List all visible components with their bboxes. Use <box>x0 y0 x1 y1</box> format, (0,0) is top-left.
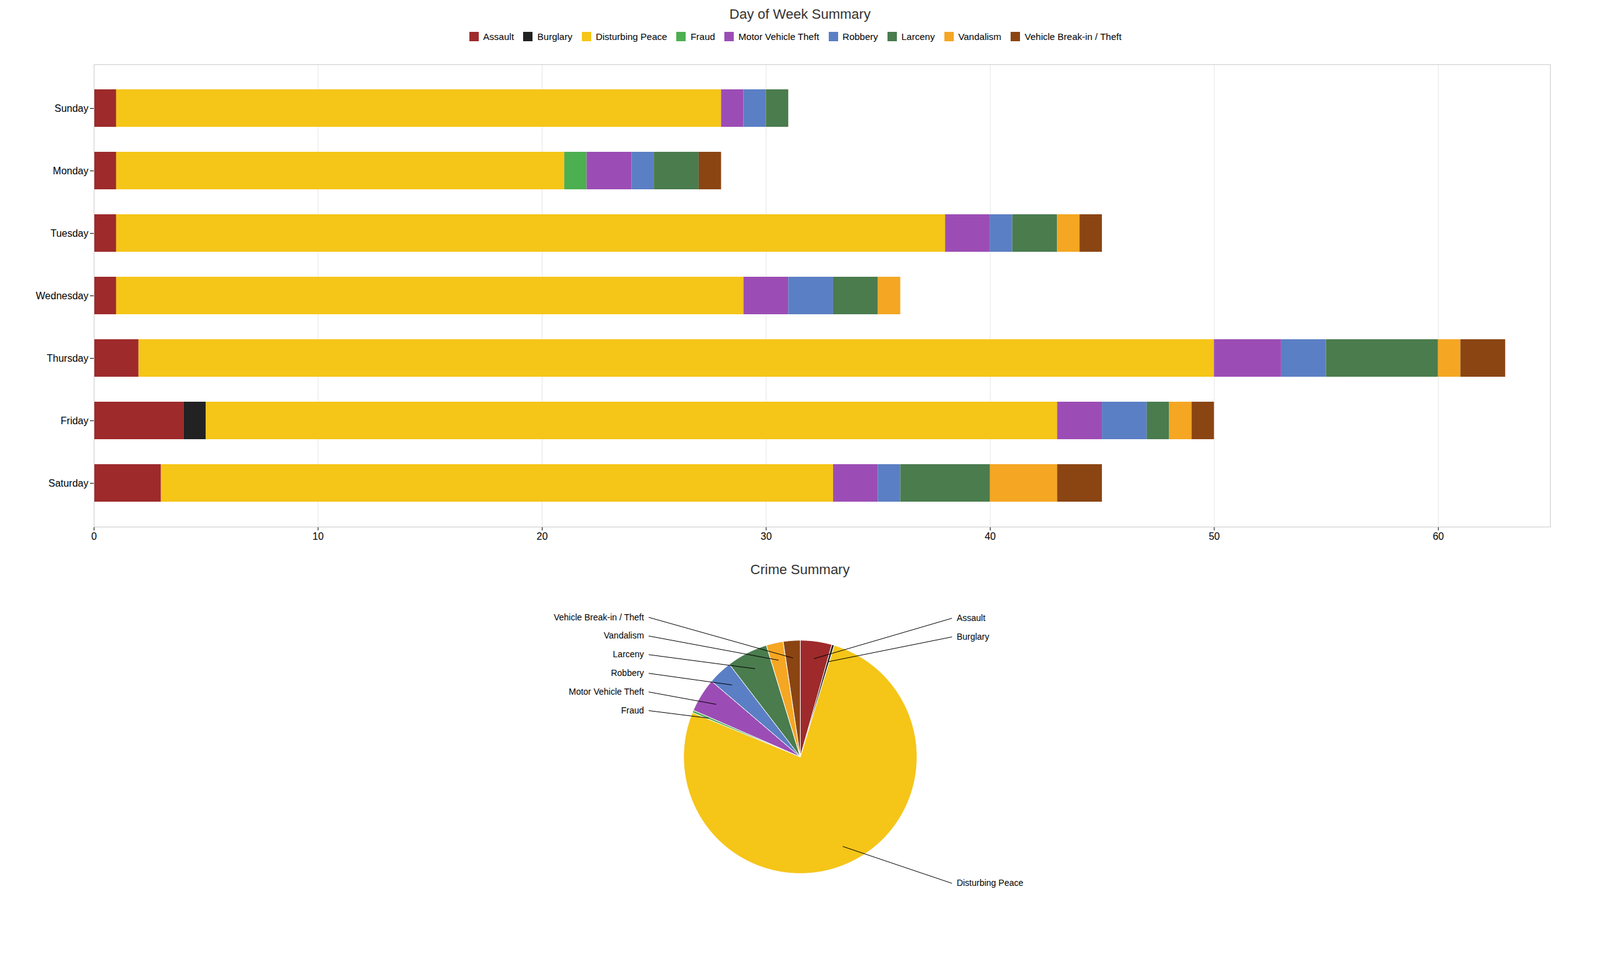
html-text:Motor Vehicle Theft: Motor Vehicle Theft <box>738 31 820 42</box>
html-text:Robbery: Robbery <box>842 31 878 42</box>
html-text:Fraud: Fraud <box>690 31 716 42</box>
svg-text:60: 60 <box>1432 530 1444 542</box>
svg-text:Saturday: Saturday <box>48 477 89 489</box>
svg-text:Tuesday: Tuesday <box>50 227 89 239</box>
html-text:Day of Week Summary: Day of Week Summary <box>729 6 871 22</box>
svg-text:Burglary: Burglary <box>956 631 990 642</box>
svg-text:Fraud: Fraud <box>621 705 645 715</box>
svg-text:Assault: Assault <box>956 613 986 624</box>
svg-text:Robbery: Robbery <box>610 668 644 679</box>
svg-text:Motor Vehicle Theft: Motor Vehicle Theft <box>568 686 644 697</box>
svg-text:40: 40 <box>984 530 996 542</box>
html-text:Crime Summary: Crime Summary <box>750 561 850 578</box>
svg-text:Vehicle Break-in / Theft: Vehicle Break-in / Theft <box>553 611 645 622</box>
html-text:Vehicle Break-in / Theft: Vehicle Break-in / Theft <box>1024 31 1122 42</box>
svg-text:Wednesday: Wednesday <box>35 290 89 301</box>
svg-text:50: 50 <box>1208 530 1220 542</box>
html-text:Vandalism: Vandalism <box>958 31 1002 42</box>
html-text:Assault: Assault <box>483 31 514 42</box>
html-text:Disturbing Peace: Disturbing Peace <box>595 31 668 42</box>
svg-text:Sunday: Sunday <box>54 102 89 114</box>
html-text:Larceny: Larceny <box>901 31 935 42</box>
svg-text:10: 10 <box>312 530 324 542</box>
svg-text:Friday: Friday <box>60 415 89 426</box>
svg-text:Thursday: Thursday <box>46 352 89 364</box>
svg-text:Monday: Monday <box>53 165 89 176</box>
svg-text:Vandalism: Vandalism <box>603 630 644 641</box>
svg-text:30: 30 <box>760 530 772 542</box>
svg-text:20: 20 <box>536 530 549 542</box>
svg-text:Disturbing Peace: Disturbing Peace <box>956 878 1024 889</box>
svg-text:0: 0 <box>91 530 97 542</box>
svg-text:Larceny: Larceny <box>613 649 645 660</box>
html-text:Burglary: Burglary <box>537 31 573 42</box>
